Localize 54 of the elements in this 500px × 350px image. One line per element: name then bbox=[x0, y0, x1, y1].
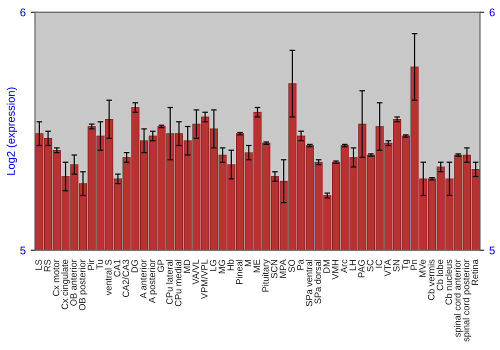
x-tick-label: OB posterior bbox=[78, 259, 88, 310]
y2-tick-label: 5 bbox=[489, 246, 495, 254]
x-tick-label: MVe bbox=[419, 260, 426, 277]
x-tick-label: VMH bbox=[332, 260, 338, 280]
x-tick-label: SPa dorsal bbox=[314, 260, 322, 304]
x-tick-label: A posterior bbox=[148, 259, 158, 304]
x-tick-label: M bbox=[244, 260, 252, 266]
x-tick-label: SN bbox=[393, 260, 400, 272]
x-tick-label: PAG bbox=[358, 260, 365, 278]
x-tick-label: Pir bbox=[87, 259, 94, 270]
x-tick-label: DG bbox=[131, 260, 138, 272]
x-tick-label: LH bbox=[350, 260, 356, 270]
y2-tick-label: 6 bbox=[490, 8, 495, 16]
x-tick-label: A anterior bbox=[140, 259, 147, 298]
x-tick-label: Cb nucleus bbox=[445, 260, 452, 305]
x-tick-label: Pineal bbox=[236, 260, 243, 284]
x-tick-label: CA1 bbox=[114, 260, 120, 277]
x-tick-label: MPA bbox=[280, 259, 286, 278]
x-tick-label: Pa bbox=[297, 259, 304, 270]
x-tick-label: DM bbox=[323, 260, 330, 273]
x-tick-label: Retina bbox=[471, 259, 478, 286]
x-tick-label: MD bbox=[184, 260, 190, 273]
x-tick-label: ME bbox=[254, 260, 260, 272]
x-tick-label: Cx motor bbox=[52, 259, 60, 296]
x-tick-label: SO bbox=[288, 260, 295, 272]
x-tick-label: LS bbox=[35, 260, 42, 270]
x-tick-label: Arc bbox=[340, 260, 348, 274]
x-tick-label: Cb vermis bbox=[428, 260, 434, 300]
x-tick-label: VPM/VPL bbox=[200, 260, 208, 299]
x-tick-label: CPu lateral bbox=[166, 260, 173, 304]
x-tick-label: IC bbox=[376, 260, 382, 268]
x-tick-label: MG bbox=[218, 260, 226, 274]
x-tick-label: CPu medial bbox=[174, 260, 182, 306]
x-tick-label: Pituitary bbox=[262, 259, 270, 292]
y-axis-title: Log2 (expression) bbox=[6, 87, 18, 175]
x-tick-label: Cx cingulate bbox=[61, 260, 70, 310]
x-tick-label: Pn bbox=[410, 260, 417, 270]
x-tick-label: OB anterior bbox=[70, 259, 77, 306]
x-tick-label: LG bbox=[210, 260, 216, 271]
x-tick-label: SC bbox=[366, 260, 374, 272]
x-tick-label: spinal cord anterior bbox=[454, 259, 462, 337]
x-tick-label: GP bbox=[157, 260, 164, 272]
x-tick-label: spinal cord posterior bbox=[462, 259, 472, 342]
x-tick-label: Hb bbox=[227, 260, 234, 270]
x-tick-label: Tu bbox=[96, 260, 103, 270]
x-tick-label: VTA bbox=[384, 259, 391, 276]
x-tick-label: CA2/CA3 bbox=[122, 260, 130, 298]
x-tick-label: VA/VL bbox=[192, 260, 199, 285]
x-tick-label: Tg bbox=[402, 260, 410, 270]
x-tick-label: SPa ventral bbox=[306, 260, 312, 306]
x-tick-label: Cb lobe bbox=[436, 260, 444, 290]
x-tick-label: RS bbox=[44, 260, 51, 272]
x-tick-label: ventral S bbox=[104, 260, 112, 296]
x-tick-label: SCN bbox=[270, 260, 278, 278]
